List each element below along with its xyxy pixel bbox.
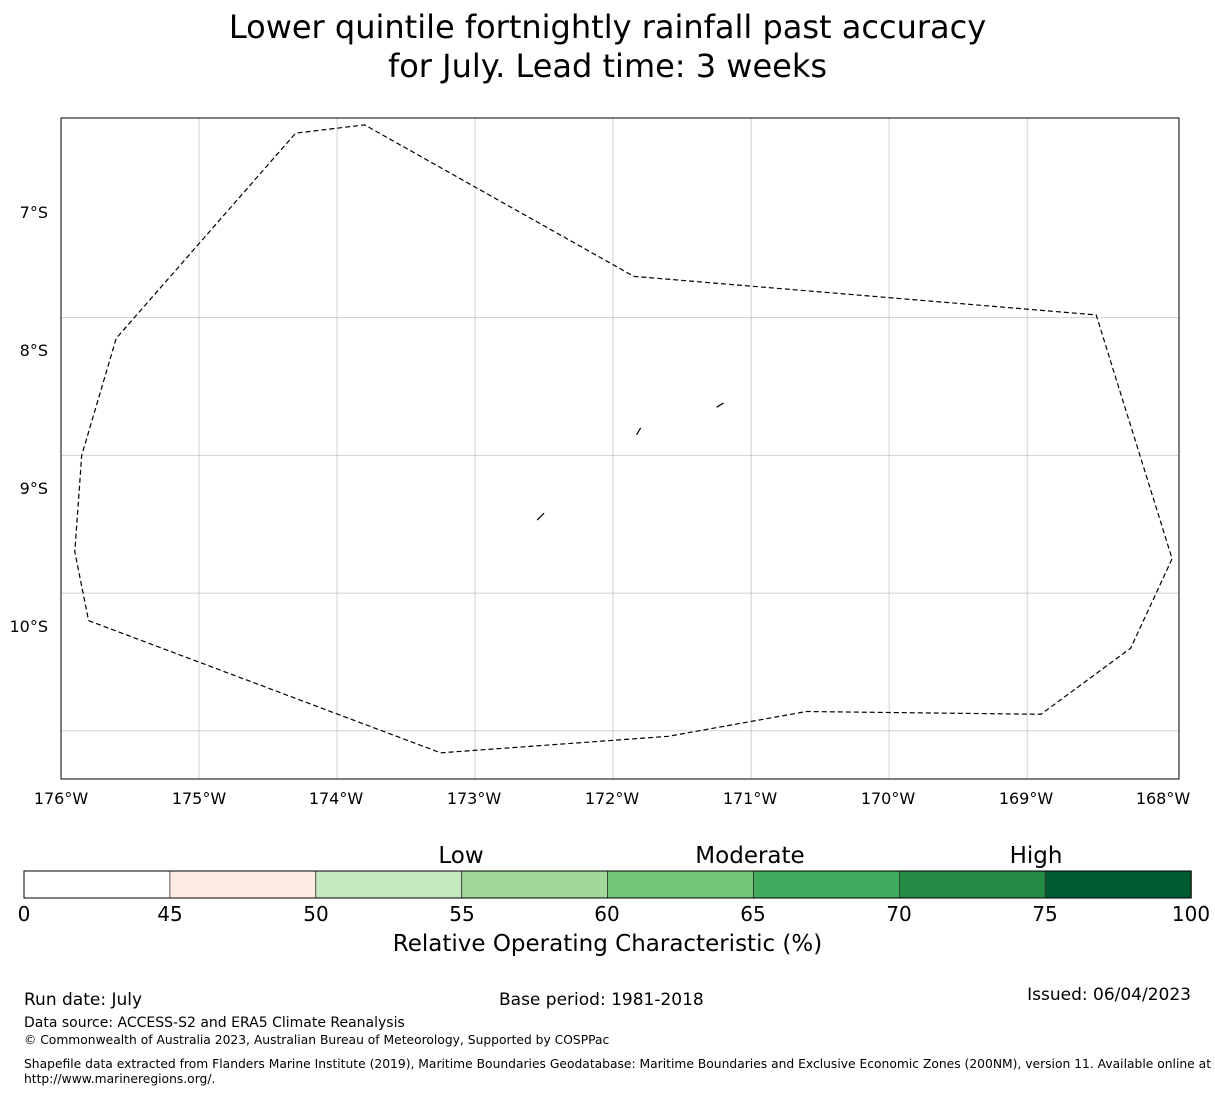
lon-label-174w: 174°W — [308, 789, 364, 808]
eez-boundary — [74, 124, 1173, 754]
category-high: High — [1009, 843, 1063, 869]
cb-tick-45: 45 — [157, 902, 183, 926]
colorbar-bin-60-65 — [607, 870, 754, 899]
colorbar-bin-65-70 — [753, 870, 900, 899]
cb-tick-0: 0 — [17, 902, 31, 926]
category-low: Low — [438, 843, 484, 869]
graticule-lines — [61, 118, 1179, 779]
lat-label-8s: 8°S — [19, 341, 48, 360]
lon-label-173w: 173°W — [446, 789, 502, 808]
colorbar-outline — [23, 870, 1192, 899]
island-coastline-0 — [536, 512, 545, 521]
data-source: Data source: ACCESS-S2 and ERA5 Climate … — [24, 1015, 405, 1031]
lon-label-170w: 170°W — [860, 789, 916, 808]
accuracy-map — [60, 117, 1180, 780]
run-date: Run date: July — [24, 990, 143, 1010]
title-line-1: Lower quintile fortnightly rainfall past… — [228, 8, 987, 46]
colorbar-bin-0-45 — [23, 870, 171, 899]
lon-label-169w: 169°W — [998, 789, 1054, 808]
colorbar-bin-70-75 — [899, 870, 1046, 899]
cb-tick-60: 60 — [594, 902, 620, 926]
category-moderate: Moderate — [695, 843, 805, 869]
shapefile-credit-line-1: Shapefile data extracted from Flanders M… — [24, 1057, 1212, 1071]
colorbar-bin-75-100 — [1044, 870, 1192, 899]
colorbar-bin-50-55 — [315, 870, 463, 899]
lat-label-9s: 9°S — [19, 479, 48, 498]
lon-label-175w: 175°W — [171, 789, 227, 808]
eez-boundary-line — [74, 124, 1173, 754]
lon-label-168w: 168°W — [1135, 789, 1191, 808]
cb-tick-100: 100 — [1171, 902, 1211, 926]
map-frame — [60, 117, 1180, 780]
lon-label-171w: 171°W — [722, 789, 778, 808]
shapefile-credit-line-2: http://www.marineregions.org/. — [24, 1072, 216, 1086]
lon-label-172w: 172°W — [584, 789, 640, 808]
colorbar-bin-45-50 — [169, 870, 317, 899]
colorbar-bin-55-60 — [461, 870, 609, 899]
lat-label-10s: 10°S — [9, 617, 48, 636]
issued-date: Issued: 06/04/2023 — [1027, 985, 1191, 1005]
colorbar-bins — [23, 870, 1192, 899]
lon-label-176w: 176°W — [33, 789, 89, 808]
island-coastline-2 — [716, 402, 724, 408]
cb-tick-65: 65 — [740, 902, 766, 926]
lat-label-7s: 7°S — [19, 203, 48, 222]
chart-title: Lower quintile fortnightly rainfall past… — [0, 8, 1215, 86]
copyright: © Commonwealth of Australia 2023, Austra… — [24, 1033, 610, 1047]
island-coastline-1 — [636, 427, 642, 436]
title-line-2: for July. Lead time: 3 weeks — [387, 47, 828, 85]
base-period: Base period: 1981-2018 — [499, 990, 704, 1010]
cb-tick-75: 75 — [1032, 902, 1058, 926]
cb-tick-50: 50 — [303, 902, 329, 926]
cb-tick-55: 55 — [449, 902, 475, 926]
cb-tick-70: 70 — [886, 902, 912, 926]
colorbar-title: Relative Operating Characteristic (%) — [392, 931, 823, 957]
